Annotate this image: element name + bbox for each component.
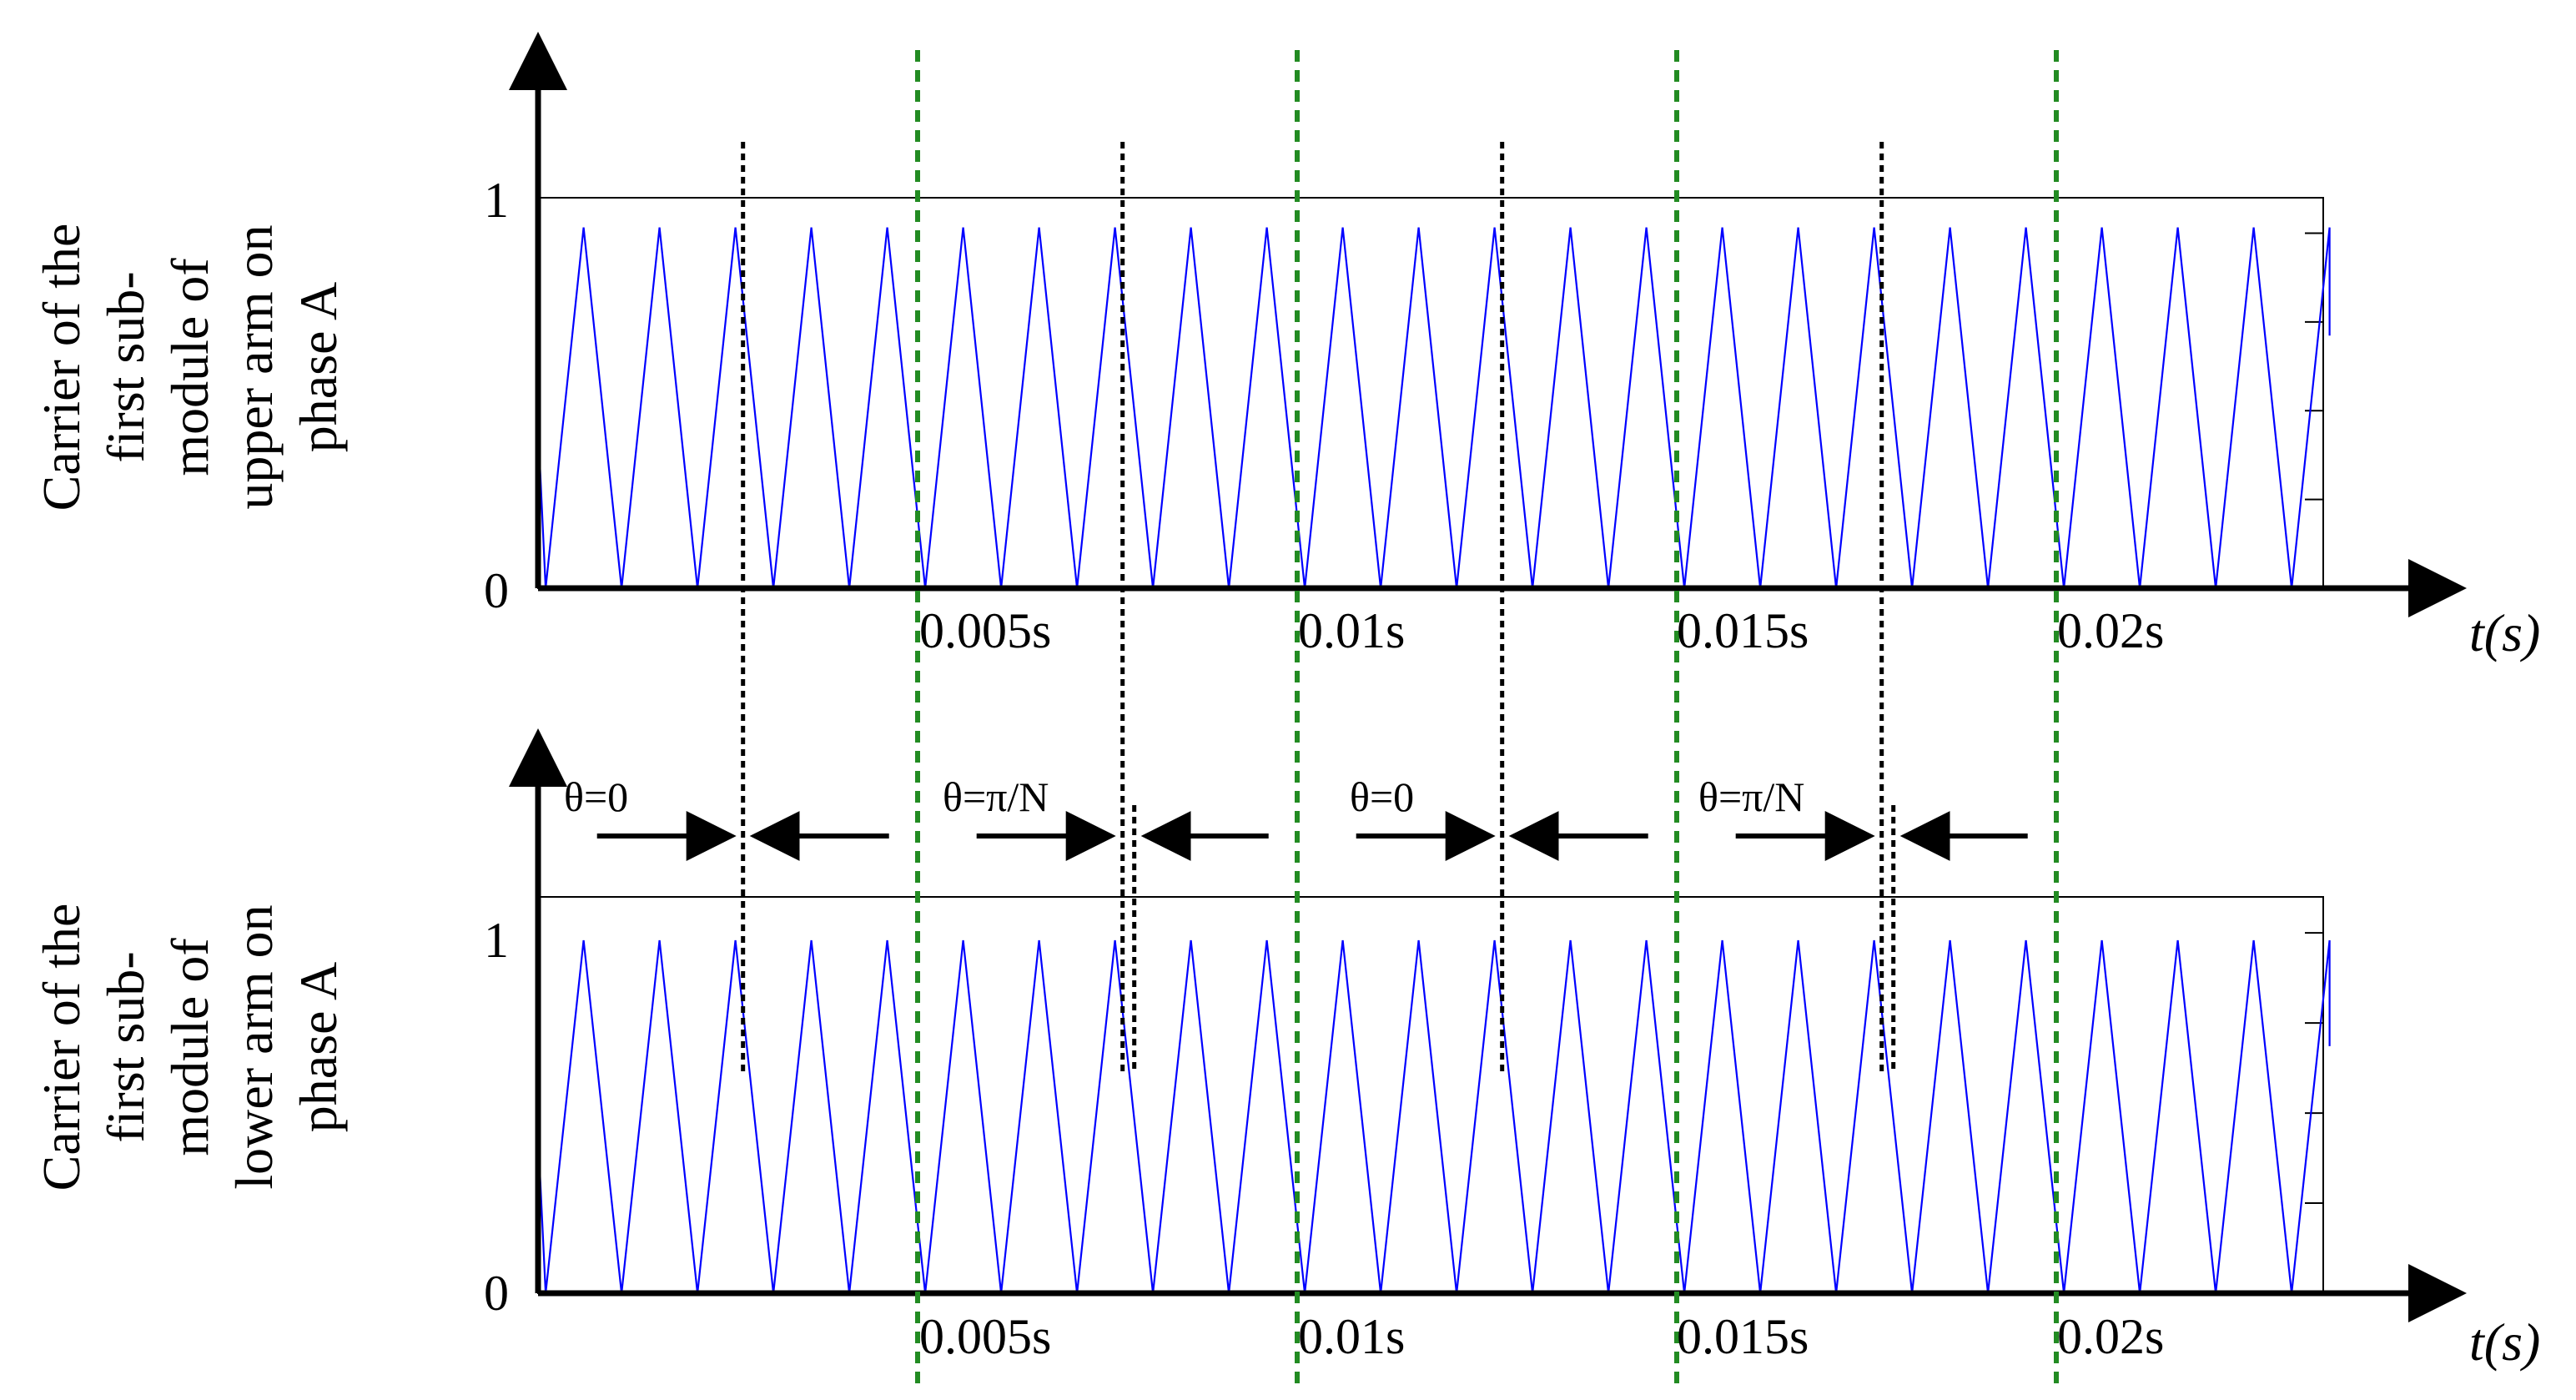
lower-ylabel-line-5: phase A: [289, 962, 348, 1132]
lower-ytick-1: 1: [484, 913, 509, 968]
upper-ytick-0: 0: [484, 563, 509, 618]
lower-xtick-0005: 0.005s: [919, 1309, 1051, 1364]
lower-carrier-wave: [536, 939, 2331, 1294]
upper-carrier-wave: [536, 227, 2331, 589]
upper-ylabel-line-5: phase A: [289, 282, 348, 452]
lower-xtick-001: 0.01s: [1298, 1309, 1405, 1364]
upper-xlabel: t(s): [2469, 603, 2540, 662]
upper-xtick-002: 0.02s: [2057, 603, 2164, 658]
lower-ylabel-line-4: lower arm on: [224, 904, 284, 1189]
lower-ylabel-line-3: module of: [160, 938, 219, 1156]
lower-ylabel-line-2: first sub-: [96, 951, 155, 1142]
lower-ytick-0: 0: [484, 1266, 509, 1321]
lower-ylabel-line-1: Carrier of the: [32, 904, 91, 1191]
upper-ylabel-line-1: Carrier of the: [32, 224, 91, 511]
theta-label-1: θ=0: [564, 773, 628, 820]
theta-label-4: θ=π/N: [1698, 773, 1804, 820]
upper-xtick-0005: 0.005s: [919, 603, 1051, 658]
theta-label-2: θ=π/N: [943, 773, 1049, 820]
upper-xtick-001: 0.01s: [1298, 603, 1405, 658]
upper-ylabel-line-4: upper arm on: [224, 224, 284, 509]
theta-label-3: θ=0: [1350, 773, 1414, 820]
upper-xtick-0015: 0.015s: [1677, 603, 1809, 658]
upper-ylabel-line-3: module of: [160, 258, 219, 476]
upper-ylabel-line-2: first sub-: [96, 271, 155, 462]
upper-ytick-1: 1: [484, 173, 509, 228]
lower-xtick-002: 0.02s: [2057, 1309, 2164, 1364]
lower-xlabel: t(s): [2469, 1312, 2540, 1372]
lower-xtick-0015: 0.015s: [1677, 1309, 1809, 1364]
